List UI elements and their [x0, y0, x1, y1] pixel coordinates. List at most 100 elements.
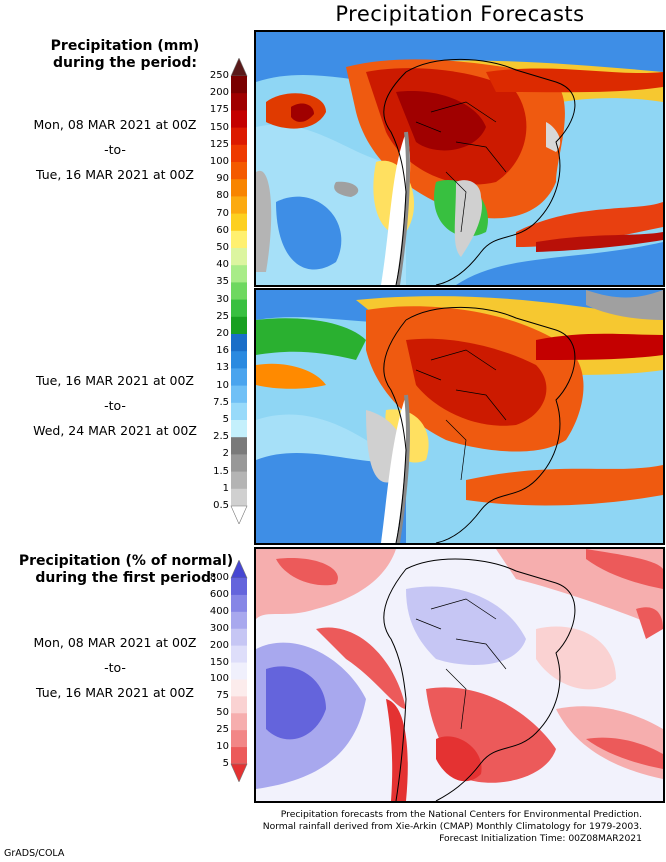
pct-colorbar-label: 25	[216, 724, 229, 736]
panel1-header-line1: Precipitation (mm)	[50, 38, 200, 54]
mm-colorbar-label: 125	[209, 138, 229, 150]
mm-colorbar-segment	[231, 179, 247, 197]
mm-colorbar-label: 80	[216, 190, 229, 202]
pct-colorbar-segment	[231, 696, 247, 714]
mm-colorbar-label: 25	[216, 310, 229, 322]
map-panel-percent-normal	[254, 547, 665, 803]
mm-colorbar-segment	[231, 420, 247, 438]
pct-colorbar-label: 150	[209, 656, 229, 668]
pct-colorbar-segment	[231, 578, 247, 596]
panel2-period-start: Tue, 16 MAR 2021 at 00Z	[36, 373, 194, 388]
mm-colorbar-label: 1.5	[213, 465, 229, 477]
mm-colorbar-label: 1	[222, 482, 229, 494]
panel3-period-start: Mon, 08 MAR 2021 at 00Z	[33, 635, 197, 650]
footer-line1: Precipitation forecasts from the Nationa…	[280, 809, 642, 820]
panel2-period-sep: -to-	[104, 398, 126, 413]
mm-colorbar-top-arrow	[230, 58, 248, 77]
mm-colorbar-segment	[231, 213, 247, 232]
mm-colorbar-label: 90	[216, 173, 229, 185]
mm-colorbar-segment	[231, 437, 247, 455]
precip-percent-colorbar: 800 600 400 300 200 150 100 75 50 25 10 5	[195, 560, 253, 782]
pct-colorbar-segment	[231, 662, 247, 680]
pct-colorbar-top-arrow	[230, 560, 248, 579]
mm-colorbar-segment	[231, 471, 247, 490]
mm-colorbar-bottom-arrow	[230, 505, 248, 524]
mm-colorbar-label: 20	[216, 328, 229, 339]
mm-colorbar-segment	[231, 488, 247, 507]
mm-colorbar-segment	[231, 454, 247, 473]
mm-colorbar-label: 2	[222, 448, 229, 460]
mm-colorbar-label: 2.5	[213, 431, 229, 443]
mm-colorbar-segment	[231, 127, 247, 146]
pct-colorbar-label: 5	[222, 758, 229, 769]
panel2-period: Tue, 16 MAR 2021 at 00Z -to- Wed, 24 MAR…	[0, 368, 230, 443]
mm-colorbar-label: 250	[209, 70, 229, 81]
footer-notes: Precipitation forecasts from the Nationa…	[263, 809, 642, 845]
pct-colorbar-label: 300	[209, 622, 229, 634]
pct-colorbar-label: 100	[209, 673, 229, 685]
mm-colorbar-svg	[230, 58, 248, 524]
pct-colorbar-label: 800	[209, 572, 229, 583]
pct-colorbar-bottom-arrow	[230, 763, 248, 782]
mm-colorbar-label: 100	[209, 156, 229, 167]
pct-colorbar-segment	[231, 713, 247, 731]
footer-line2: Normal rainfall derived from Xie-Arkin (…	[262, 821, 642, 832]
mm-colorbar-label: 60	[216, 224, 229, 236]
mm-colorbar-segment	[231, 93, 247, 111]
panel2-period-end: Wed, 24 MAR 2021 at 00Z	[33, 423, 197, 438]
pct-colorbar-segment	[231, 747, 247, 765]
pct-colorbar-segment	[231, 645, 247, 664]
mm-colorbar-label: 10	[216, 379, 229, 391]
mm-colorbar-label: 30	[216, 293, 229, 305]
mm-colorbar-segment	[231, 334, 247, 352]
panel1-header: Precipitation (mm) during the period:	[20, 38, 230, 72]
mm-colorbar-segment	[231, 230, 247, 249]
mm-colorbar-segment	[231, 76, 247, 94]
panel3-period-sep: -to-	[104, 660, 126, 675]
mm-colorbar-segment	[231, 402, 247, 421]
pct-colorbar-label: 75	[216, 690, 229, 702]
pct-colorbar-label: 50	[216, 707, 229, 719]
panel1-period-end: Tue, 16 MAR 2021 at 00Z	[36, 167, 194, 182]
mm-colorbar-segment	[231, 316, 247, 335]
panel1-period-start: Mon, 08 MAR 2021 at 00Z	[33, 117, 197, 132]
pct-colorbar-segment	[231, 594, 247, 613]
mm-colorbar-segment	[231, 162, 247, 180]
map-panel-week1-mm	[254, 30, 665, 287]
panel3-header: Precipitation (% of normal) during the f…	[6, 553, 246, 587]
panel1-header-line2: during the period:	[52, 55, 198, 71]
mm-colorbar-label: 7.5	[213, 396, 229, 408]
mm-colorbar-segment	[231, 282, 247, 301]
pct-colorbar-label: 200	[209, 639, 229, 651]
mm-colorbar-label: 16	[216, 345, 229, 357]
mm-colorbar-label: 35	[216, 276, 229, 288]
mm-colorbar-label: 13	[216, 362, 229, 374]
panel3-period: Mon, 08 MAR 2021 at 00Z -to- Tue, 16 MAR…	[0, 630, 230, 705]
figure-title: Precipitation Forecasts	[335, 2, 585, 26]
mm-colorbar-segment	[231, 196, 247, 215]
mm-colorbar-label: 70	[216, 207, 229, 219]
mm-colorbar-segment	[231, 385, 247, 404]
pct-colorbar-label: 600	[209, 588, 229, 600]
pct-colorbar-segment	[231, 679, 247, 697]
mm-colorbar-label: 50	[216, 242, 229, 253]
mm-colorbar-label: 175	[209, 104, 229, 116]
panel3-period-end: Tue, 16 MAR 2021 at 00Z	[36, 685, 194, 700]
pct-colorbar-segment	[231, 611, 247, 630]
pct-colorbar-label: 10	[216, 741, 229, 753]
mm-colorbar-segment	[231, 110, 247, 129]
pct-colorbar-segment	[231, 730, 247, 748]
mm-colorbar-segment	[231, 299, 247, 318]
mm-colorbar-label: 0.5	[213, 500, 229, 511]
panel1-period: Mon, 08 MAR 2021 at 00Z -to- Tue, 16 MAR…	[0, 112, 230, 187]
map-panel-week2-mm	[254, 288, 665, 545]
pct-colorbar-segment	[231, 628, 247, 647]
mm-colorbar-segment	[231, 351, 247, 369]
mm-colorbar-segment	[231, 248, 247, 266]
software-credit: GrADS/COLA	[4, 848, 65, 859]
footer-line3: Forecast Initialization Time: 00Z08MAR20…	[439, 833, 642, 844]
mm-colorbar-segment	[231, 265, 247, 283]
pct-colorbar-svg	[230, 560, 248, 782]
pct-colorbar-label: 400	[209, 605, 229, 617]
mm-colorbar-label: 5	[222, 414, 229, 425]
